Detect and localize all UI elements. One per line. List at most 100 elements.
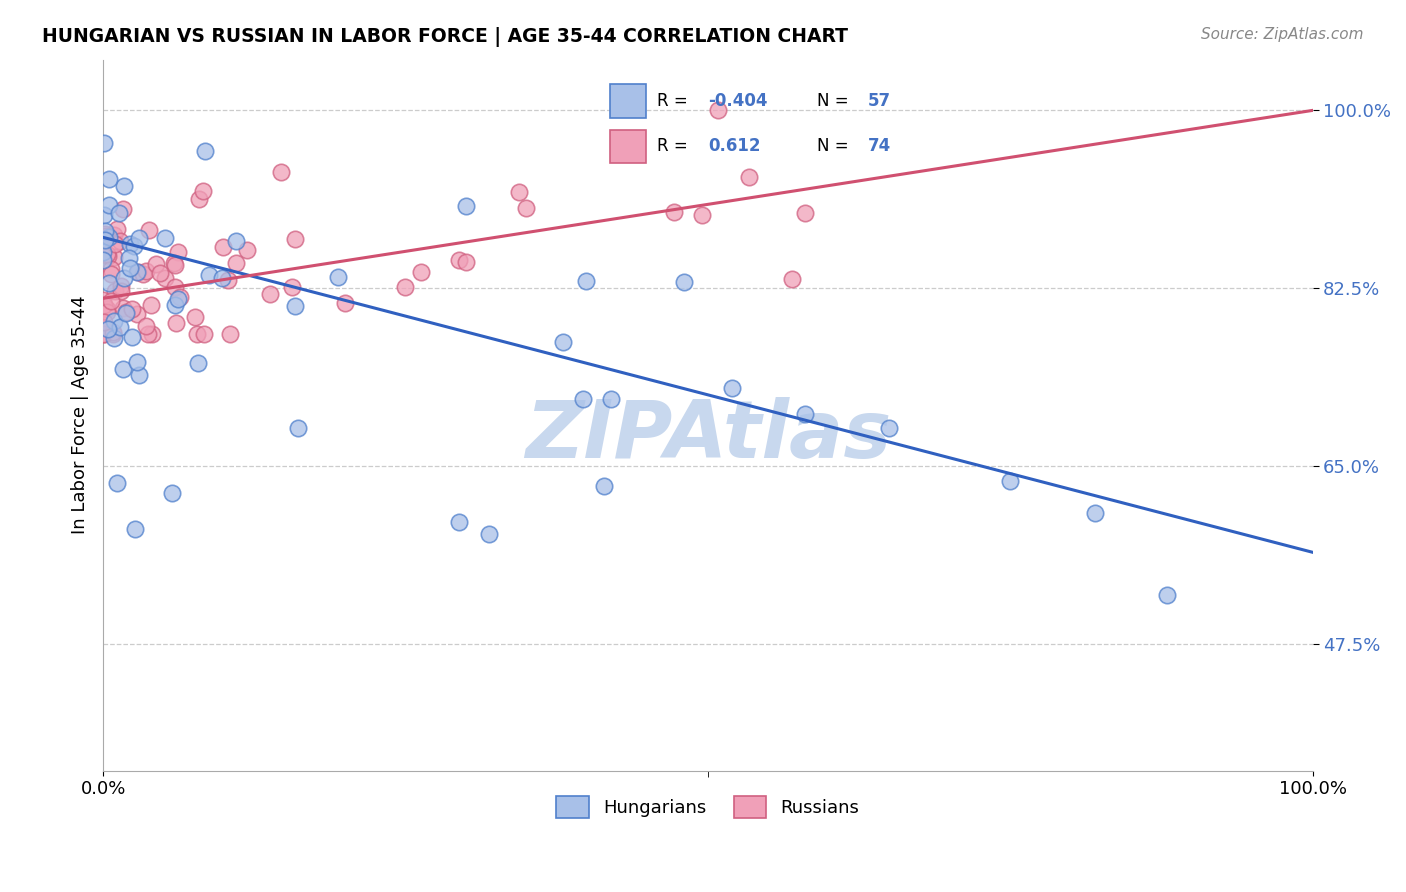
Point: [155, 270, 177, 285]
Point: [515, 201, 537, 215]
Point: [149, 266, 172, 280]
Point: [98, 198, 121, 212]
Point: [780, 272, 803, 286]
Point: [165, 316, 187, 330]
Point: [105, 476, 128, 491]
Point: [794, 206, 817, 220]
Point: [165, 297, 187, 311]
Point: [98, 230, 121, 244]
Point: [110, 284, 132, 298]
Point: [1084, 506, 1107, 520]
Point: [105, 221, 128, 235]
Point: [333, 296, 356, 310]
Text: HUNGARIAN VS RUSSIAN IN LABOR FORCE | AGE 35-44 CORRELATION CHART: HUNGARIAN VS RUSSIAN IN LABOR FORCE | AG…: [42, 27, 848, 46]
Point: [93, 298, 115, 312]
Point: [128, 231, 150, 245]
Point: [454, 199, 477, 213]
Point: [103, 331, 125, 345]
Point: [94, 224, 117, 238]
Point: [93, 136, 115, 150]
Point: [193, 326, 215, 341]
Point: [100, 262, 122, 277]
Point: [394, 279, 416, 293]
Point: [94, 233, 117, 247]
Point: [225, 234, 247, 248]
Point: [454, 255, 477, 269]
Point: [217, 273, 239, 287]
Point: [124, 522, 146, 536]
Point: [108, 235, 131, 249]
Point: [198, 268, 221, 282]
Point: [94, 229, 117, 244]
Point: [153, 231, 176, 245]
Point: [101, 325, 124, 339]
Point: [166, 245, 188, 260]
Point: [326, 270, 349, 285]
Point: [447, 516, 470, 530]
Point: [120, 237, 142, 252]
Point: [141, 298, 163, 312]
Point: [738, 170, 761, 185]
Point: [127, 265, 149, 279]
Point: [91, 253, 114, 268]
Point: [111, 202, 134, 216]
Point: [114, 304, 136, 318]
Point: [218, 326, 240, 341]
Point: [93, 319, 115, 334]
Point: [593, 479, 616, 493]
Point: [187, 356, 209, 370]
Point: [188, 192, 211, 206]
Point: [103, 228, 125, 243]
Point: [104, 284, 127, 298]
Point: [91, 326, 114, 341]
Point: [575, 274, 598, 288]
Point: [128, 368, 150, 382]
Point: [121, 301, 143, 316]
Point: [167, 292, 190, 306]
Point: [97, 249, 120, 263]
Point: [141, 326, 163, 341]
Point: [110, 320, 132, 334]
Point: [191, 184, 214, 198]
Point: [478, 527, 501, 541]
Point: [284, 232, 307, 246]
Point: [93, 227, 115, 241]
Point: [118, 260, 141, 275]
Point: [103, 250, 125, 264]
Point: [91, 244, 114, 259]
Point: [121, 330, 143, 344]
Point: [115, 306, 138, 320]
Point: [1156, 588, 1178, 602]
Point: [97, 276, 120, 290]
Point: [212, 240, 235, 254]
Point: [93, 208, 115, 222]
Point: [169, 290, 191, 304]
Point: [721, 381, 744, 395]
Point: [163, 256, 186, 270]
Point: [284, 299, 307, 313]
Point: [112, 301, 135, 315]
Point: [112, 178, 135, 193]
Point: [97, 321, 120, 335]
Point: [110, 278, 132, 293]
Y-axis label: In Labor Force | Age 35-44: In Labor Force | Age 35-44: [72, 296, 89, 534]
Point: [281, 279, 304, 293]
Point: [877, 421, 900, 435]
Point: [138, 222, 160, 236]
Point: [186, 326, 208, 341]
Point: [145, 257, 167, 271]
Point: [1000, 474, 1022, 488]
Point: [184, 310, 207, 324]
Point: [163, 280, 186, 294]
Point: [93, 316, 115, 330]
Point: [96, 247, 118, 261]
Point: [108, 206, 131, 220]
Point: [236, 243, 259, 257]
Point: [211, 271, 233, 285]
Point: [287, 421, 309, 435]
Point: [104, 237, 127, 252]
Point: [112, 270, 135, 285]
Point: [93, 293, 115, 308]
Point: [225, 256, 247, 270]
Point: [135, 264, 157, 278]
